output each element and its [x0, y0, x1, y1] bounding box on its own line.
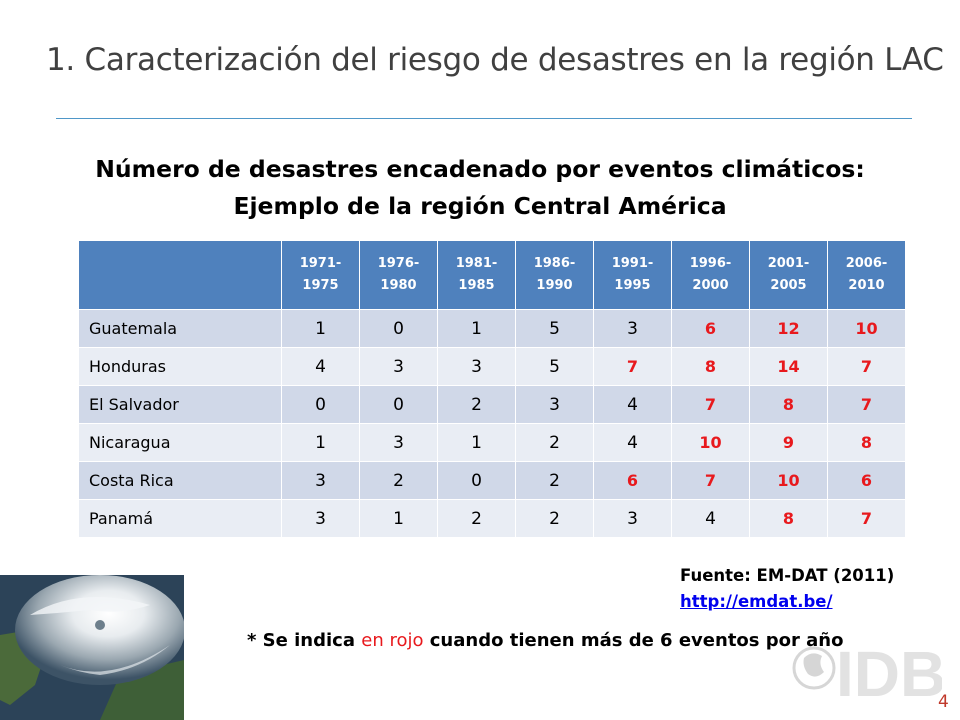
country-cell: Nicaragua [78, 423, 282, 462]
country-cell: Panamá [78, 499, 282, 538]
table-header-row: 1971- 1975 1976- 1980 1981- 1985 1986- 1990… [78, 240, 906, 310]
column-header: 1986- 1990 [515, 240, 594, 310]
value-cell: 3 [359, 347, 438, 386]
value-cell: 6 [593, 461, 672, 500]
value-cell: 2 [515, 423, 594, 462]
footnote-prefix: * Se indica [247, 630, 362, 651]
value-cell: 2 [515, 461, 594, 500]
value-cell: 6 [671, 309, 750, 348]
value-cell: 0 [281, 385, 360, 424]
value-cell: 7 [827, 385, 906, 424]
value-cell: 1 [437, 423, 516, 462]
source-block: Fuente: EM-DAT (2011) http://emdat.be/ [680, 563, 894, 615]
value-cell: 10 [671, 423, 750, 462]
slide-title: 1. Caracterización del riesgo de desastr… [46, 42, 944, 78]
value-cell: 3 [593, 499, 672, 538]
value-cell: 2 [437, 385, 516, 424]
value-cell: 3 [515, 385, 594, 424]
value-cell: 8 [749, 385, 828, 424]
column-header: 1981- 1985 [437, 240, 516, 310]
footnote-suffix: cuando tienen más de 6 eventos por año [423, 630, 844, 651]
value-cell: 3 [437, 347, 516, 386]
value-cell: 8 [749, 499, 828, 538]
table-corner-cell [78, 240, 282, 310]
column-header: 1971- 1975 [281, 240, 360, 310]
value-cell: 3 [359, 423, 438, 462]
value-cell: 3 [281, 499, 360, 538]
value-cell: 0 [359, 385, 438, 424]
country-cell: Guatemala [78, 309, 282, 348]
value-cell: 4 [593, 385, 672, 424]
table-row: Guatemala 1 0 1 5 3 6 12 10 [78, 309, 906, 348]
value-cell: 8 [827, 423, 906, 462]
value-cell: 0 [437, 461, 516, 500]
disasters-table: 1971- 1975 1976- 1980 1981- 1985 1986- 1990… [78, 240, 906, 538]
country-cell: El Salvador [78, 385, 282, 424]
value-cell: 3 [281, 461, 360, 500]
table-row: Costa Rica 3 2 0 2 6 7 10 6 [78, 461, 906, 500]
table-row: Honduras 4 3 3 5 7 8 14 7 [78, 347, 906, 386]
table-row: Nicaragua 1 3 1 2 4 10 9 8 [78, 423, 906, 462]
value-cell: 12 [749, 309, 828, 348]
source-link[interactable]: http://emdat.be/ [680, 592, 833, 611]
value-cell: 7 [827, 347, 906, 386]
table-heading: Número de desastres encadenado por event… [0, 151, 960, 225]
value-cell: 2 [515, 499, 594, 538]
page-number: 4 [938, 692, 949, 712]
value-cell: 1 [437, 309, 516, 348]
value-cell: 7 [827, 499, 906, 538]
idb-logo-text: IDB [836, 638, 942, 710]
value-cell: 0 [359, 309, 438, 348]
value-cell: 7 [671, 461, 750, 500]
country-cell: Costa Rica [78, 461, 282, 500]
table-body: Guatemala 1 0 1 5 3 6 12 10 Honduras 4 3 3 5 7 8 14 7 El S… [78, 309, 906, 538]
footnote: * Se indica en rojo cuando tienen más de… [247, 630, 844, 651]
title-divider [56, 118, 912, 119]
column-header: 1991- 1995 [593, 240, 672, 310]
value-cell: 7 [671, 385, 750, 424]
value-cell: 14 [749, 347, 828, 386]
column-header: 1976- 1980 [359, 240, 438, 310]
value-cell: 3 [593, 309, 672, 348]
value-cell: 9 [749, 423, 828, 462]
value-cell: 4 [281, 347, 360, 386]
value-cell: 6 [827, 461, 906, 500]
hurricane-satellite-image [0, 575, 184, 720]
table-heading-line-1: Número de desastres encadenado por event… [95, 155, 865, 183]
value-cell: 1 [281, 423, 360, 462]
value-cell: 10 [749, 461, 828, 500]
value-cell: 1 [281, 309, 360, 348]
column-header: 1996- 2000 [671, 240, 750, 310]
value-cell: 2 [359, 461, 438, 500]
value-cell: 4 [593, 423, 672, 462]
table-heading-line-2: Ejemplo de la región Central América [233, 192, 727, 220]
value-cell: 1 [359, 499, 438, 538]
column-header: 2001- 2005 [749, 240, 828, 310]
country-cell: Honduras [78, 347, 282, 386]
source-label: Fuente: EM-DAT (2011) [680, 566, 895, 585]
value-cell: 7 [593, 347, 672, 386]
table-row: El Salvador 0 0 2 3 4 7 8 7 [78, 385, 906, 424]
value-cell: 4 [671, 499, 750, 538]
idb-logo: IDB [792, 638, 942, 710]
value-cell: 8 [671, 347, 750, 386]
value-cell: 5 [515, 347, 594, 386]
table-row: Panamá 3 1 2 2 3 4 8 7 [78, 499, 906, 538]
footnote-highlight: en rojo [361, 630, 424, 651]
value-cell: 5 [515, 309, 594, 348]
value-cell: 10 [827, 309, 906, 348]
column-header: 2006- 2010 [827, 240, 906, 310]
value-cell: 2 [437, 499, 516, 538]
